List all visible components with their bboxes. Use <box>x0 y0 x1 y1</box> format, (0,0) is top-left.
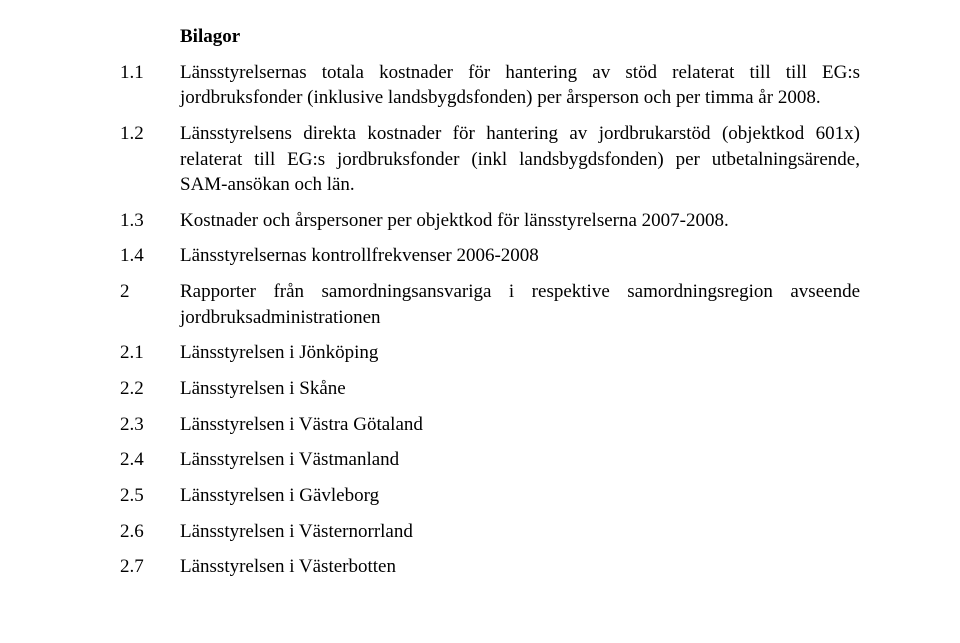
item-number: 1.3 <box>120 208 180 234</box>
item-text: Länsstyrelsen i Västernorrland <box>180 519 860 545</box>
list-item: 2.6Länsstyrelsen i Västernorrland <box>120 519 860 545</box>
list-item: 2.4Länsstyrelsen i Västmanland <box>120 447 860 473</box>
list-item: 1.1Länsstyrelsernas totala kostnader för… <box>120 60 860 111</box>
item-number: 2.2 <box>120 376 180 402</box>
item-number: 2.3 <box>120 412 180 438</box>
item-number: 2.4 <box>120 447 180 473</box>
item-text: Rapporter från samordningsansvariga i re… <box>180 279 860 330</box>
item-number: 2 <box>120 279 180 305</box>
item-text: Länsstyrelsen i Västerbotten <box>180 554 860 580</box>
item-text: Länsstyrelsens direkta kostnader för han… <box>180 121 860 198</box>
list-item: 1.4Länsstyrelsernas kontrollfrekvenser 2… <box>120 243 860 269</box>
item-text: Länsstyrelsen i Skåne <box>180 376 860 402</box>
item-text: Länsstyrelsen i Jönköping <box>180 340 860 366</box>
item-text: Länsstyrelsernas totala kostnader för ha… <box>180 60 860 111</box>
item-number: 1.1 <box>120 60 180 86</box>
list-item: 1.3Kostnader och årspersoner per objektk… <box>120 208 860 234</box>
appendix-list: 1.1Länsstyrelsernas totala kostnader för… <box>120 60 860 580</box>
item-number: 1.4 <box>120 243 180 269</box>
item-text: Länsstyrelsernas kontrollfrekvenser 2006… <box>180 243 860 269</box>
item-number: 2.7 <box>120 554 180 580</box>
item-number: 2.1 <box>120 340 180 366</box>
list-item: 2Rapporter från samordningsansvariga i r… <box>120 279 860 330</box>
list-item: 1.2Länsstyrelsens direkta kostnader för … <box>120 121 860 198</box>
item-text: Länsstyrelsen i Västra Götaland <box>180 412 860 438</box>
item-text: Länsstyrelsen i Gävleborg <box>180 483 860 509</box>
item-number: 2.6 <box>120 519 180 545</box>
item-number: 2.5 <box>120 483 180 509</box>
section-heading: Bilagor <box>120 24 860 50</box>
list-item: 2.1Länsstyrelsen i Jönköping <box>120 340 860 366</box>
item-number: 1.2 <box>120 121 180 147</box>
list-item: 2.2Länsstyrelsen i Skåne <box>120 376 860 402</box>
item-text: Länsstyrelsen i Västmanland <box>180 447 860 473</box>
list-item: 2.7Länsstyrelsen i Västerbotten <box>120 554 860 580</box>
list-item: 2.5Länsstyrelsen i Gävleborg <box>120 483 860 509</box>
list-item: 2.3Länsstyrelsen i Västra Götaland <box>120 412 860 438</box>
item-text: Kostnader och årspersoner per objektkod … <box>180 208 860 234</box>
